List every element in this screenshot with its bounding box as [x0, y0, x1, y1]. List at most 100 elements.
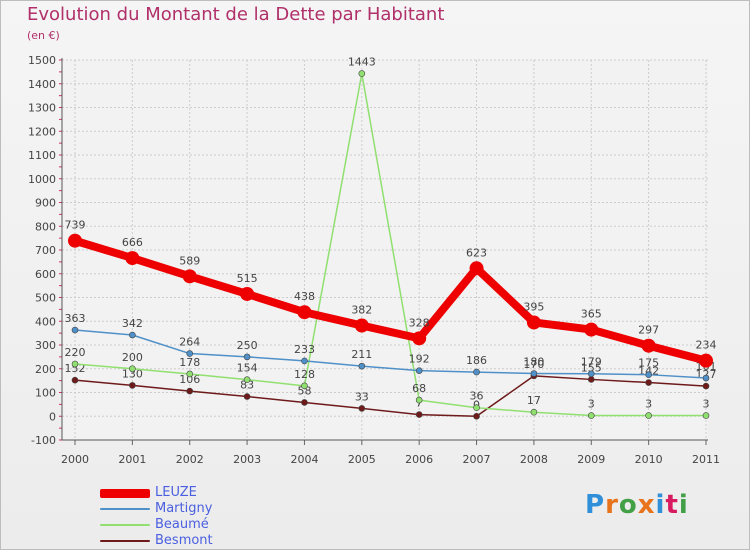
data-point-leuze — [699, 353, 713, 368]
y-tick-label: 300 — [35, 339, 56, 352]
data-point-martigny — [702, 374, 710, 382]
data-point-leuze — [125, 251, 140, 266]
data-label-beaum: 68 — [412, 382, 426, 395]
y-tick-label: 700 — [35, 244, 56, 257]
data-point-leuze — [584, 322, 599, 337]
data-point-martigny — [473, 368, 480, 376]
legend-item-leuze: LEUZE — [100, 485, 213, 501]
data-point-beaum — [473, 404, 480, 412]
y-tick-label: -100 — [31, 434, 56, 447]
data-point-besmont — [186, 387, 194, 395]
proxiti-logo: Proxiti — [585, 490, 689, 520]
x-tick-label: 2005 — [348, 453, 376, 466]
data-label-besmont: 152 — [65, 362, 86, 375]
data-point-besmont — [645, 379, 652, 386]
logo-letter: t — [665, 490, 679, 520]
data-label-martigny: 342 — [122, 317, 143, 330]
data-point-martigny — [71, 326, 79, 334]
legend-item-martigny: Martigny — [100, 501, 213, 517]
data-label-martigny: 264 — [179, 336, 200, 349]
data-point-leuze — [412, 331, 427, 346]
data-label-leuze: 515 — [237, 272, 258, 285]
x-tick-label: 2006 — [405, 453, 433, 466]
legend-label-martigny: Martigny — [155, 501, 213, 516]
x-tick-label: 2004 — [290, 453, 318, 466]
data-label-leuze: 297 — [638, 324, 659, 337]
data-label-besmont: 130 — [122, 367, 143, 380]
data-point-beaum — [243, 376, 251, 383]
data-label-besmont: 58 — [297, 384, 311, 397]
data-point-martigny — [301, 357, 308, 365]
data-label-besmont: 33 — [355, 390, 369, 403]
data-label-martigny: 175 — [638, 357, 659, 370]
data-label-martigny: 250 — [237, 339, 258, 352]
data-label-leuze: 739 — [65, 219, 86, 232]
data-label-martigny: 179 — [581, 356, 602, 369]
data-label-beaum: 178 — [179, 356, 200, 369]
series-line-beaum — [74, 72, 707, 417]
data-label-beaum: 3 — [645, 398, 652, 411]
x-tick-label: 2010 — [635, 453, 663, 466]
data-point-beaum — [415, 396, 423, 404]
y-tick-label: 1500 — [28, 54, 56, 67]
data-label-martigny: 180 — [523, 356, 544, 369]
data-label-besmont: 170 — [523, 358, 544, 371]
y-tick-label: 900 — [35, 197, 56, 210]
data-point-leuze — [526, 315, 541, 330]
legend-label-beaume: Beaumé — [155, 517, 209, 532]
data-point-martigny — [129, 331, 136, 339]
data-label-beaum: 220 — [65, 346, 86, 359]
logo-letter: P — [585, 490, 606, 520]
data-label-besmont: 155 — [581, 361, 602, 374]
data-point-beaum — [301, 382, 308, 390]
data-point-besmont — [587, 376, 595, 383]
data-label-leuze: 438 — [294, 290, 315, 303]
data-point-beaum — [530, 408, 538, 416]
data-label-leuze: 589 — [179, 254, 200, 267]
data-point-besmont — [358, 405, 366, 412]
chart-unit: (en €) — [27, 29, 60, 42]
data-point-besmont — [702, 382, 710, 390]
data-label-beaum: 200 — [122, 351, 143, 364]
data-point-besmont — [71, 376, 79, 384]
data-point-leuze — [240, 286, 255, 301]
x-tick-label: 2007 — [463, 453, 491, 466]
data-label-leuze: 395 — [523, 300, 544, 313]
data-label-besmont: 106 — [179, 373, 200, 386]
y-tick-label: 500 — [35, 292, 56, 305]
data-point-martigny — [186, 350, 194, 357]
x-tick-label: 2002 — [176, 453, 204, 466]
data-label-martigny: 186 — [466, 354, 487, 367]
data-label-beaum: 154 — [237, 362, 258, 375]
data-point-leuze — [354, 318, 369, 333]
data-point-beaum — [358, 70, 366, 77]
data-label-leuze: 328 — [409, 316, 430, 329]
data-label-martigny: 363 — [65, 312, 86, 325]
logo-letter: o — [618, 490, 638, 520]
y-tick-label: 1100 — [28, 149, 56, 162]
data-point-martigny — [358, 362, 366, 370]
legend-swatch-beaume — [100, 524, 150, 526]
data-point-leuze — [469, 261, 484, 276]
data-point-beaum — [186, 370, 194, 378]
legend-swatch-martigny — [100, 508, 150, 510]
data-label-martigny: 233 — [294, 343, 315, 356]
data-point-leuze — [297, 305, 312, 320]
legend-label-leuze: LEUZE — [155, 485, 197, 500]
y-tick-label: 600 — [35, 268, 56, 281]
legend-swatch-besmont — [100, 540, 150, 542]
data-point-leuze — [68, 233, 82, 248]
y-tick-label: 1200 — [28, 125, 56, 138]
data-point-beaum — [71, 360, 79, 368]
data-point-martigny — [587, 370, 595, 378]
data-point-besmont — [473, 412, 480, 420]
data-label-beaum: 1443 — [348, 56, 376, 69]
data-point-beaum — [702, 412, 710, 419]
y-tick-label: 100 — [35, 387, 56, 400]
data-label-martigny: 211 — [351, 348, 372, 361]
x-tick-label: 2000 — [61, 453, 89, 466]
data-point-martigny — [645, 371, 652, 378]
y-tick-label: 1400 — [28, 78, 56, 91]
x-tick-label: 2009 — [577, 453, 605, 466]
